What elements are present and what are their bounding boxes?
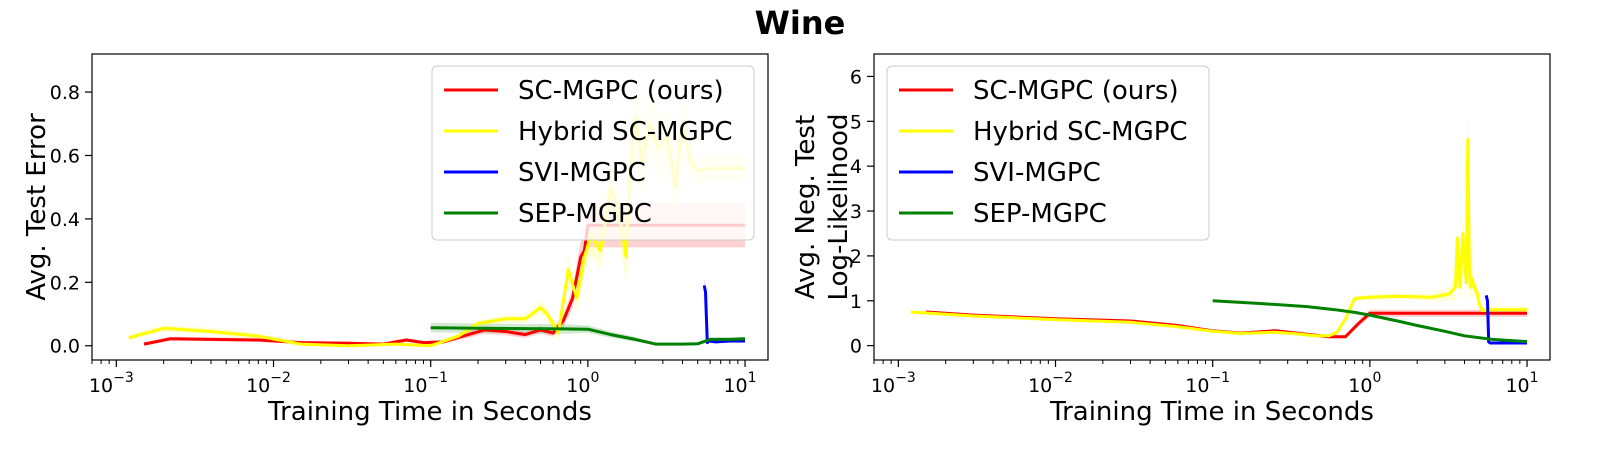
y-tick-label: 0.6 [50,145,80,167]
plot-area [910,85,1528,345]
x-tick-label: 10−2 [1028,370,1073,397]
series-band-3 [704,279,745,345]
x-tick-label: 10−1 [1185,370,1230,397]
x-tick-label: 101 [1505,370,1538,397]
y-tick-label: 6 [850,66,862,88]
y-tick-label: 0 [850,336,862,358]
x-tick-label: 10−3 [871,370,916,397]
series-line-4 [430,326,746,346]
y-tick-label: 4 [850,156,862,178]
y-tick-label: 0.4 [50,209,80,231]
y-tick-label: 2 [850,246,862,268]
axes-frame [91,53,769,361]
y-tick-label: 1 [850,291,862,313]
series-line-2 [910,137,1527,338]
y-tick-label: 5 [850,111,862,133]
x-axis-label: Training Time in Seconds [1049,397,1374,427]
legend-box [431,65,755,241]
charts-group: 10−3 10−2 10−1 100 101 0.0 0.2 0.4 0.6 0.8 Trainin… [22,53,1551,427]
x-tick-label: 101 [723,370,756,397]
axes-frame [873,53,1551,361]
x-axis-label: Training Time in Seconds [267,397,592,427]
legend-entry: SEP-MGPC [518,199,652,229]
y-axis-label: Avg. Test Error [22,113,52,301]
x-tick-label: 100 [566,370,599,397]
series-line-4 [1212,299,1528,344]
x-tick-label: 10−1 [403,370,448,397]
legend-entry: SVI-MGPC [973,158,1101,188]
y-tick-label: 3 [850,201,862,223]
legend: SC-MGPC (ours) Hybrid SC-MGPC SVI-MGPC SEP-… [886,65,1210,241]
x-tick-label: 100 [1348,370,1381,397]
x-tick-label: 10−3 [89,370,134,397]
series-line-3 [702,285,745,345]
y-tick-label: 0.0 [50,336,80,358]
chart-1: 10−3 10−2 10−1 100 101 0.0 0.2 0.4 0.6 0.8 Trainin… [22,53,769,427]
y-axis-label: Avg. Neg. Test [791,115,821,299]
legend-entry: SC-MGPC (ours) [518,76,724,106]
x-tick-label: 10−2 [246,370,291,397]
legend-box [886,65,1210,241]
legend-entry: SEP-MGPC [973,199,1107,229]
legend-entry: Hybrid SC-MGPC [518,117,733,147]
figure-title: Wine [755,4,846,42]
series-band-3 [1486,294,1527,344]
series-line-3 [1484,295,1527,345]
legend-entry: SVI-MGPC [518,158,646,188]
y-axis-label: Log-Likelihood [824,114,854,301]
legend-entry: SC-MGPC (ours) [973,76,1179,106]
legend: SC-MGPC (ours) Hybrid SC-MGPC SVI-MGPC SEP-… [431,65,755,241]
legend-entry: Hybrid SC-MGPC [973,117,1188,147]
y-tick-label: 0.2 [50,272,80,294]
y-tick-label: 0.8 [50,82,80,104]
